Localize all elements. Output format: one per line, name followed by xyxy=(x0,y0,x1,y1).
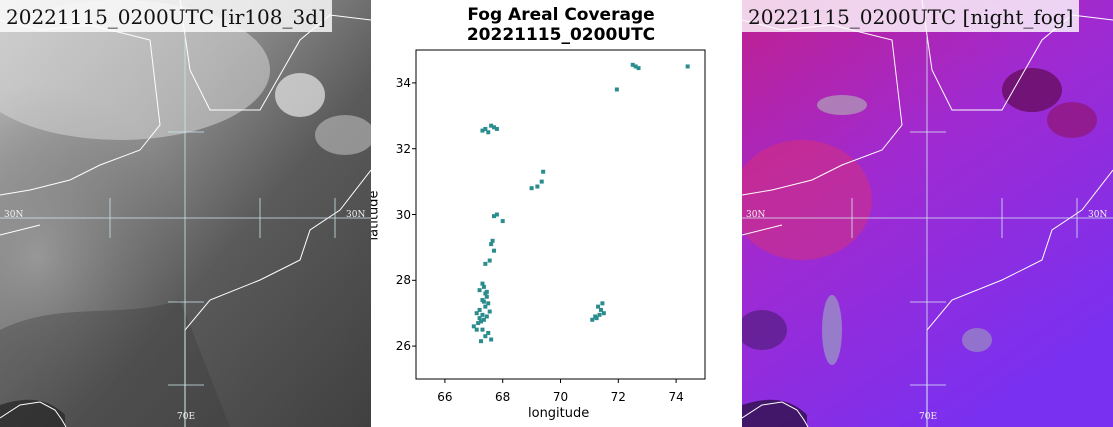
fog-point xyxy=(601,311,606,316)
fog-point xyxy=(494,212,499,217)
fog-point xyxy=(479,319,484,324)
ir108-satellite-image xyxy=(0,0,371,427)
fog-point xyxy=(539,179,544,184)
x-tick-label: 70 xyxy=(552,390,569,404)
fog-point xyxy=(489,242,494,247)
fog-point xyxy=(479,339,484,344)
y-tick-label: 34 xyxy=(395,75,411,90)
x-tick-label: 66 xyxy=(437,390,453,404)
y-tick-label: 30 xyxy=(395,207,411,222)
fog-point xyxy=(486,330,491,335)
fog-point xyxy=(487,258,492,263)
fog-point xyxy=(474,327,479,332)
fog-coverage-chart: Fog Areal Coverage 20221115_0200UTC 66 68… xyxy=(371,0,742,427)
fog-point xyxy=(480,281,485,286)
fog-point xyxy=(492,248,497,253)
lat-label-right: 30N xyxy=(1088,210,1108,220)
fog-point xyxy=(477,316,482,321)
fog-point xyxy=(633,64,638,69)
fog-point xyxy=(489,337,494,342)
night-fog-panel: 20221115_0200UTC [night_fog] 30N 30N 70E xyxy=(742,0,1113,427)
fog-point xyxy=(685,64,690,69)
chart-title-line2: 20221115_0200UTC xyxy=(466,25,656,45)
fog-point xyxy=(529,186,534,191)
x-tick-label: 68 xyxy=(495,390,511,404)
x-tick-label: 74 xyxy=(668,390,684,404)
fog-point xyxy=(489,123,494,128)
fog-point xyxy=(483,304,488,309)
lat-label-right: 30N xyxy=(346,210,366,220)
fog-point xyxy=(483,261,488,266)
fog-point xyxy=(477,307,482,312)
fog-point xyxy=(480,312,485,317)
fog-point xyxy=(484,289,489,294)
fog-point xyxy=(481,317,486,322)
fog-point xyxy=(480,327,485,332)
right-panel-title: 20221115_0200UTC [night_fog] xyxy=(742,0,1080,32)
fog-points xyxy=(471,62,690,344)
fog-point xyxy=(474,311,479,316)
x-tick-label: 72 xyxy=(610,390,626,404)
fog-point xyxy=(630,62,635,67)
fog-point xyxy=(492,214,497,219)
fog-point xyxy=(471,324,476,329)
fog-point xyxy=(481,284,486,289)
fog-point xyxy=(484,294,489,299)
fog-point xyxy=(590,317,595,322)
chart-title-line1: Fog Areal Coverage xyxy=(467,5,655,25)
fog-point xyxy=(487,309,492,314)
fog-point xyxy=(483,334,488,339)
fog-point xyxy=(484,314,489,319)
fog-point xyxy=(614,87,619,92)
fog-point xyxy=(492,125,497,130)
fog-point xyxy=(593,314,598,319)
fog-point xyxy=(476,321,481,326)
lat-label-left: 30N xyxy=(746,210,766,220)
fog-point xyxy=(490,238,495,243)
night-fog-satellite-image xyxy=(742,0,1113,427)
fog-point xyxy=(494,126,499,131)
left-panel-title: 20221115_0200UTC [ir108_3d] xyxy=(0,0,332,32)
y-axis-label: latitude xyxy=(371,190,382,241)
lon-label-bottom: 70E xyxy=(177,412,196,422)
x-axis-label: longitude xyxy=(528,406,590,421)
fog-point xyxy=(541,169,546,174)
y-tick-label: 32 xyxy=(395,141,411,156)
fog-point xyxy=(486,301,491,306)
fog-point xyxy=(600,301,605,306)
fog-point xyxy=(483,126,488,131)
lat-label-left: 30N xyxy=(4,210,24,220)
ir108-3d-panel: 20221115_0200UTC [ir108_3d] 30N 30N 70E xyxy=(0,0,371,427)
y-tick-label: 28 xyxy=(395,273,411,288)
fog-point xyxy=(598,307,603,312)
fog-point xyxy=(486,130,491,135)
lon-label-bottom: 70E xyxy=(919,412,938,422)
fog-point xyxy=(636,66,641,71)
y-tick-label: 26 xyxy=(395,339,411,354)
fog-point xyxy=(500,219,505,224)
axes-frame xyxy=(415,49,706,380)
fog-point xyxy=(596,304,601,309)
tick-marks xyxy=(412,82,677,383)
fog-point xyxy=(480,128,485,133)
chart-plot-area xyxy=(412,49,706,383)
fog-point xyxy=(477,288,482,293)
fog-point xyxy=(597,312,602,317)
fog-point xyxy=(481,299,486,304)
fog-point xyxy=(535,184,540,189)
